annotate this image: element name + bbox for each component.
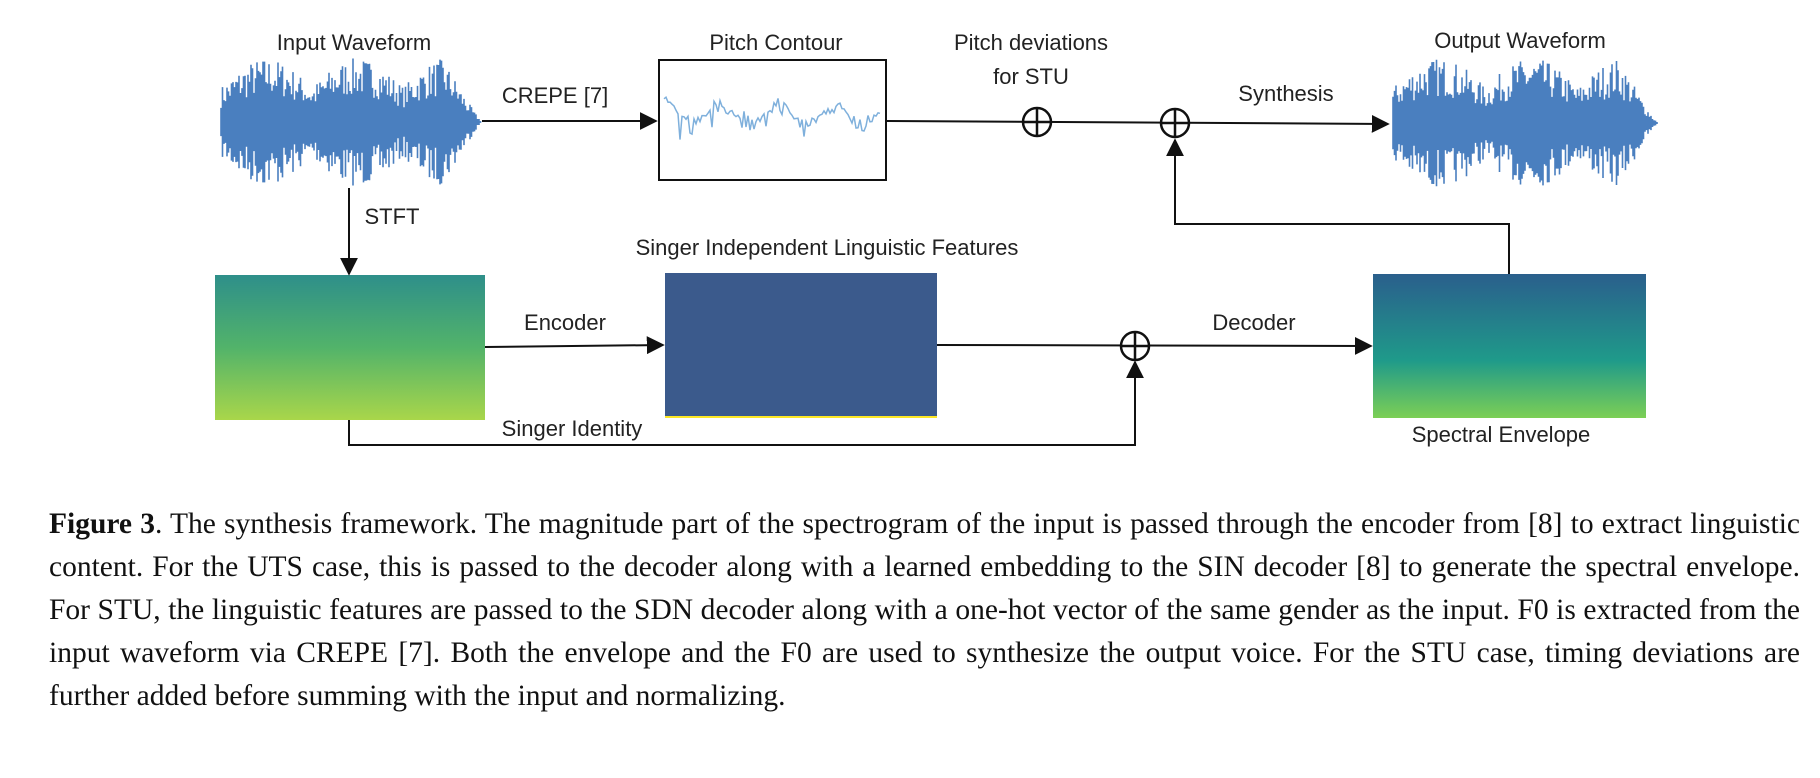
label: Synthesis [1238,81,1333,106]
label: Output Waveform [1434,28,1606,53]
label: for STU [993,64,1069,89]
label: CREPE [7] [502,83,608,108]
caption: Figure 3. The synthesis framework. The m… [49,503,1800,718]
linguistic-features-image [665,273,937,416]
label: Pitch deviations [954,30,1108,55]
label: Decoder [1212,310,1295,335]
label: Spectral Envelope [1412,422,1591,447]
waveform [220,58,482,186]
pitch-contour-box [658,59,887,181]
arrow [348,360,1144,446]
arrow [936,336,1373,355]
sum-node [1159,107,1191,139]
label: Singer Identity [502,416,643,441]
spectral-envelope-image [1373,274,1646,418]
arrow [1166,138,1510,274]
sum-nodes [1021,106,1191,362]
arrow [484,336,665,355]
sum-node [1021,106,1053,138]
connectors [340,112,1510,446]
label: Encoder [524,310,606,335]
label: Input Waveform [277,30,431,55]
input-spectrogram [215,275,485,420]
label: Singer Independent Linguistic Features [636,235,1019,260]
caption-text: . The synthesis framework. The magnitude… [49,508,1800,712]
label: STFT [365,204,420,229]
figure-diagram: Input Waveform Pitch Contour Pitch devia… [215,28,1658,447]
waveform [1392,59,1658,187]
sum-node [1119,330,1151,362]
pitch-contour [663,95,881,140]
label: Pitch Contour [709,30,842,55]
caption-label: Figure 3 [49,508,155,540]
arrow [885,114,1390,133]
